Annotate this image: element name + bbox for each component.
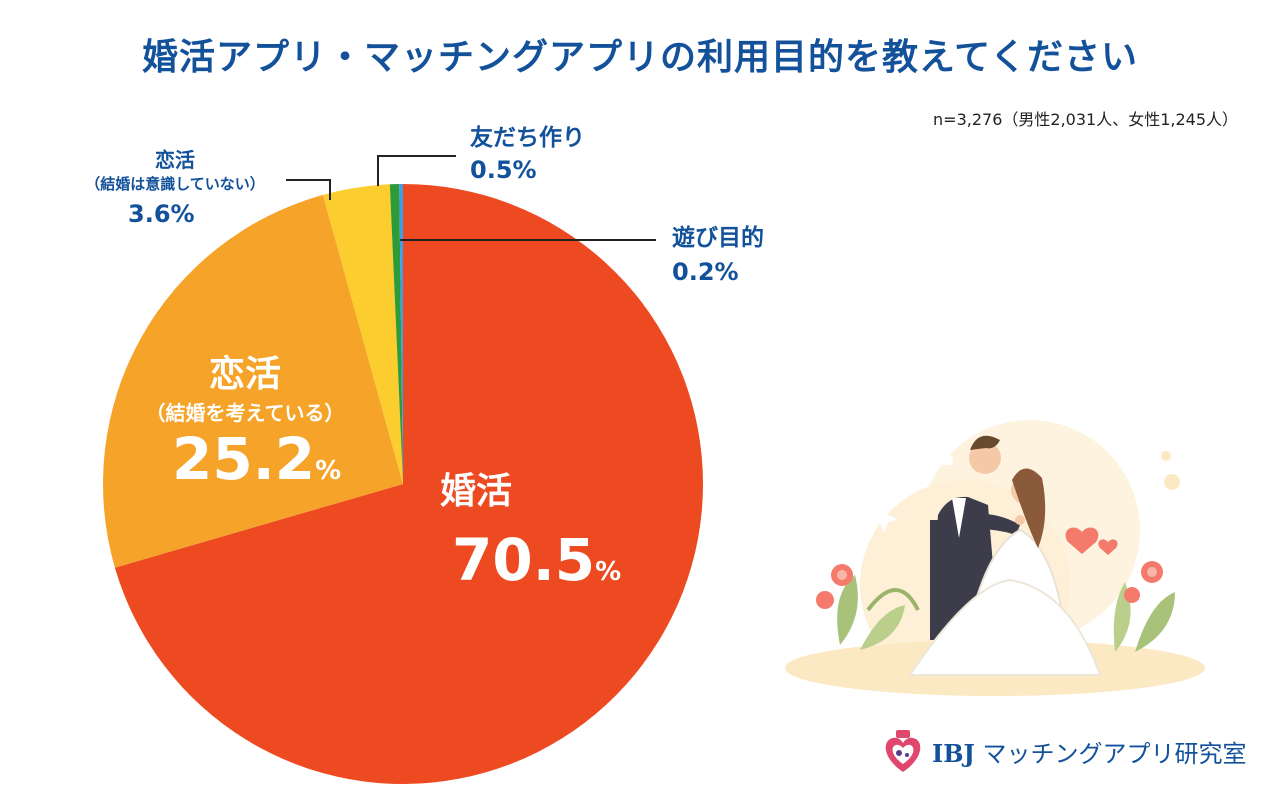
label-konkatsu-value: 70.5% — [452, 526, 621, 594]
label-konkatsu-percent: % — [595, 557, 622, 587]
label-play: 遊び目的 0.2% — [672, 218, 764, 286]
wedding-couple-illustration — [785, 420, 1205, 696]
heart-flask-icon — [885, 730, 921, 772]
logo-brand: IBJ — [932, 739, 975, 768]
leader-line-renai-nomarriage — [286, 179, 331, 200]
label-play-value: 0.2% — [672, 258, 739, 286]
label-renai-nomarriage: 恋活 （結婚は意識していない） — [60, 144, 290, 194]
label-renai-marriage-number: 25.2 — [172, 425, 316, 493]
label-renai-marriage: 恋活 （結婚を考えている） — [110, 345, 380, 426]
label-konkatsu: 婚活 — [440, 462, 570, 514]
label-renai-marriage-sub: （結婚を考えている） — [145, 401, 345, 425]
logo-text: IBJ マッチングアプリ研究室 — [932, 734, 1247, 769]
pie-slice-0 — [114, 184, 704, 785]
label-renai-marriage-value: 25.2% — [172, 425, 341, 493]
pie-slice-4 — [399, 184, 403, 484]
label-renai-nomarriage-sub: （結婚は意識していない） — [85, 175, 265, 193]
pie-slice-3 — [389, 184, 403, 484]
leader-line-friends — [377, 155, 456, 186]
label-renai-marriage-name: 恋活 — [208, 354, 281, 395]
pie-slice-1 — [102, 194, 403, 568]
pie-slices — [102, 184, 704, 785]
label-konkatsu-number: 70.5 — [452, 526, 596, 594]
leader-lines — [286, 155, 656, 241]
label-play-name: 遊び目的 — [672, 225, 764, 251]
label-renai-nomarriage-value: 3.6% — [128, 200, 195, 228]
label-renai-nomarriage-number: 3.6% — [128, 200, 195, 228]
label-renai-nomarriage-name: 恋活 — [155, 148, 195, 172]
chart-title: 婚活アプリ・マッチングアプリの利用目的を教えてください — [141, 37, 1139, 78]
label-friends-value: 0.5% — [470, 156, 537, 184]
pie-slice-2 — [322, 184, 403, 485]
logo-name: マッチングアプリ研究室 — [982, 740, 1247, 768]
label-friends: 友だち作り 0.5% — [470, 118, 585, 184]
label-konkatsu-name: 婚活 — [440, 471, 513, 512]
label-renai-marriage-percent: % — [315, 456, 342, 486]
sample-size-note: n=3,276（男性2,031人、女性1,245人） — [933, 110, 1238, 129]
label-friends-name: 友だち作り — [470, 125, 585, 151]
ibj-logo: IBJ マッチングアプリ研究室 — [880, 728, 1247, 774]
